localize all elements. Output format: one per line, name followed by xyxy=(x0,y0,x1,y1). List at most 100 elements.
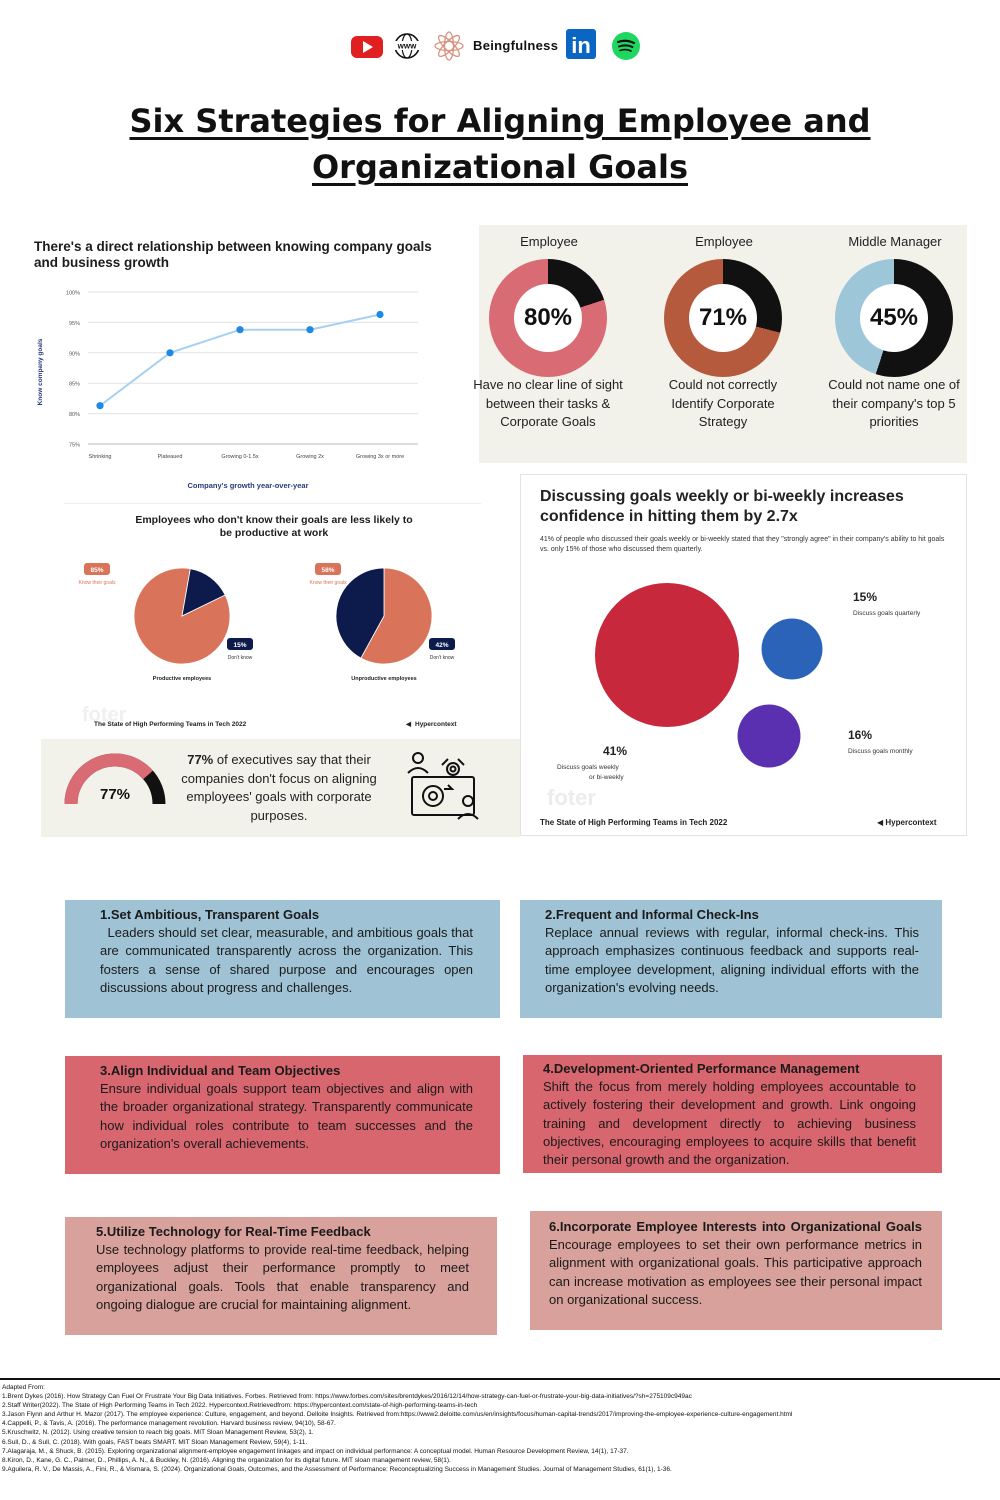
donut-ring: 71% xyxy=(664,259,782,377)
data-point xyxy=(166,349,174,357)
data-point xyxy=(306,326,314,334)
y-tick-label: 95% xyxy=(69,321,80,327)
bubble-source: The State of High Performing Teams in Te… xyxy=(540,818,728,827)
reference-item: 7.Alagaraja, M., & Shuck, B. (2015). Exp… xyxy=(2,1447,629,1455)
bubble-category-label: Discuss goals weekly or bi-weekly xyxy=(557,764,624,781)
donut-heading: Employee xyxy=(695,234,753,249)
reference-item: 6.Sull, D., & Sull, C. (2018). With goal… xyxy=(2,1438,308,1446)
data-point xyxy=(376,310,384,319)
pie-title: Unproductive employees xyxy=(351,676,416,682)
executives-stat-panel: 77% 77% of executives say that their com… xyxy=(41,739,520,837)
x-axis-label: Company's growth year-over-year xyxy=(188,481,309,490)
gauge-label: 77% xyxy=(100,786,130,803)
gauge-fill xyxy=(64,753,153,805)
x-tick-label: Growing 0-1.5x xyxy=(221,454,259,460)
strategy-title: 2.Frequent and Informal Check-Ins xyxy=(545,907,759,922)
strategy-body: Shift the focus from merely holding empl… xyxy=(543,1079,916,1168)
y-tick-label: 90% xyxy=(69,351,80,357)
donut-heading: Employee xyxy=(520,234,578,249)
pie-source: The State of High Performing Teams in Te… xyxy=(94,721,247,728)
bubble-category-label: Discuss goals monthly xyxy=(848,748,913,755)
bubble xyxy=(595,583,739,727)
page-title: Six Strategies for Aligning Employee and… xyxy=(60,98,940,190)
strategy-title: 1.Set Ambitious, Transparent Goals xyxy=(100,907,320,922)
y-axis-label: Know company goals xyxy=(37,338,44,405)
strategy-card-4: 4.Development-Oriented Performance Manag… xyxy=(523,1055,942,1173)
donut-description: Have no clear line of sight between thei… xyxy=(473,377,623,429)
pie-category-label: Know their goals xyxy=(310,580,347,586)
strategy-title: 3.Align Individual and Team Objectives xyxy=(100,1063,341,1078)
goals-growth-line-chart: There's a direct relationship between kn… xyxy=(28,232,448,494)
pie-category-label: Don't know xyxy=(430,655,455,661)
www-globe-icon[interactable]: www xyxy=(393,32,421,60)
pie-panel-title: Employees who don't know their goals are… xyxy=(135,514,413,539)
reference-item: 3.Jason Flynn and Arthur H. Mazor (2017)… xyxy=(2,1411,793,1419)
bubble-value-label: 16% xyxy=(848,728,872,742)
www-label: www xyxy=(397,42,417,51)
linkedin-icon[interactable]: in xyxy=(566,29,596,59)
strategy-body: Replace annual reviews with regular, inf… xyxy=(545,925,919,995)
exec-stat-rest: of executives say that their companies d… xyxy=(181,752,377,823)
pie-slice xyxy=(335,567,385,659)
strategy-card-2: 2.Frequent and Informal Check-Ins Replac… xyxy=(520,900,942,1018)
donut-value: 80% xyxy=(514,284,582,352)
strategy-card-6: 6.Incorporate Employee Interests into Or… xyxy=(530,1211,942,1330)
strategy-card-1: 1.Set Ambitious, Transparent Goals Leade… xyxy=(65,900,500,1018)
reference-item: 9.Aguilera, R. V., De Massis, A., Fini, … xyxy=(2,1465,672,1473)
donut-description: Could not correctly Identify Corporate S… xyxy=(668,377,778,429)
y-tick-label: 75% xyxy=(69,443,80,449)
hypercontext-logo-icon: ◀ xyxy=(877,818,884,827)
line-chart-plot: 75% 80% 85% 90% 95% 100% Shrinking Plateaued Gro… xyxy=(37,291,418,490)
donut-value: 71% xyxy=(689,284,757,352)
pie-category-label: Don't know xyxy=(228,655,253,661)
bubble-value-label: 41% xyxy=(603,744,627,758)
exec-stat-bold: 77% xyxy=(187,752,214,767)
strategy-title: 6.Incorporate Employee Interests into Or… xyxy=(549,1219,922,1234)
bubble-logo-text: Hypercontext xyxy=(885,818,937,827)
x-tick-label: Growing 2x xyxy=(296,454,324,460)
line-chart-title: There's a direct relationship between kn… xyxy=(34,239,432,270)
bubble-watermark: foter xyxy=(547,785,596,810)
pie-charts: 85% Know their goals 15% Don't know Producti… xyxy=(79,563,457,728)
pie-label-badge xyxy=(227,638,253,650)
data-point xyxy=(236,326,244,334)
bubble xyxy=(737,704,801,768)
x-tick-label: Plateaued xyxy=(158,454,183,460)
reference-item[interactable]: 1.Brent Dykes (2016). How Strategy Can F… xyxy=(2,1393,692,1401)
donut-heading: Middle Manager xyxy=(848,234,942,249)
strategy-body: Encourage employees to set their own per… xyxy=(549,1237,922,1307)
bubble-chart: 41% Discuss goals weekly or bi-weekly 15% Di… xyxy=(557,583,921,781)
exec-stat-text: 77% of executives say that their compani… xyxy=(175,751,383,825)
bubble-panel-title: Discussing goals weekly or bi-weekly inc… xyxy=(540,488,904,525)
pie-slice xyxy=(181,568,226,617)
productivity-pie-panel: Employees who don't know their goals are… xyxy=(64,503,481,735)
pie-title: Productive employees xyxy=(153,676,211,682)
lotus-logo-icon xyxy=(434,31,464,61)
reference-item: 2.Staff Writer(2022). The State of High … xyxy=(2,1402,478,1410)
donut-card-middle-manager-45: Middle Manager 45% Could not name one of… xyxy=(815,225,975,463)
youtube-icon[interactable] xyxy=(351,36,383,58)
strategy-title: 4.Development-Oriented Performance Manag… xyxy=(543,1061,860,1076)
reference-item: 5.Kruschwitz, N. (2012). Using creative … xyxy=(2,1429,314,1437)
pie-value-label: 85% xyxy=(90,567,103,574)
strategy-body: Leaders should set clear, measurable, an… xyxy=(100,925,477,995)
pie-label-badge xyxy=(84,563,110,575)
brand-bar: www Beingfulness in xyxy=(0,26,1000,66)
pie-label-badge xyxy=(429,638,455,650)
reference-item: 8.Kiron, D., Kane, G. C., Palmer, D., Ph… xyxy=(2,1456,451,1464)
bubble xyxy=(761,618,823,680)
pie-value-label: 42% xyxy=(435,642,448,649)
strategy-card-3: 3.Align Individual and Team Objectives E… xyxy=(65,1056,500,1174)
gauge-77: 77% xyxy=(64,753,166,805)
spotify-icon[interactable] xyxy=(611,31,641,61)
references: Adapted From: 1.Brent Dykes (2016). How … xyxy=(2,1383,998,1474)
pie-category-label: Know their goals xyxy=(79,580,116,586)
data-point xyxy=(96,402,104,410)
y-tick-label: 100% xyxy=(66,291,80,297)
brand-name: Beingfulness xyxy=(473,38,559,53)
donut-value: 45% xyxy=(860,284,928,352)
pie-value-label: 58% xyxy=(321,567,334,574)
bubble-chart-panel: Discussing goals weekly or bi-weekly inc… xyxy=(520,474,967,836)
strategy-title: 5.Utilize Technology for Real-Time Feedb… xyxy=(96,1224,371,1239)
bubble-category-label: Discuss goals quarterly xyxy=(853,610,921,617)
